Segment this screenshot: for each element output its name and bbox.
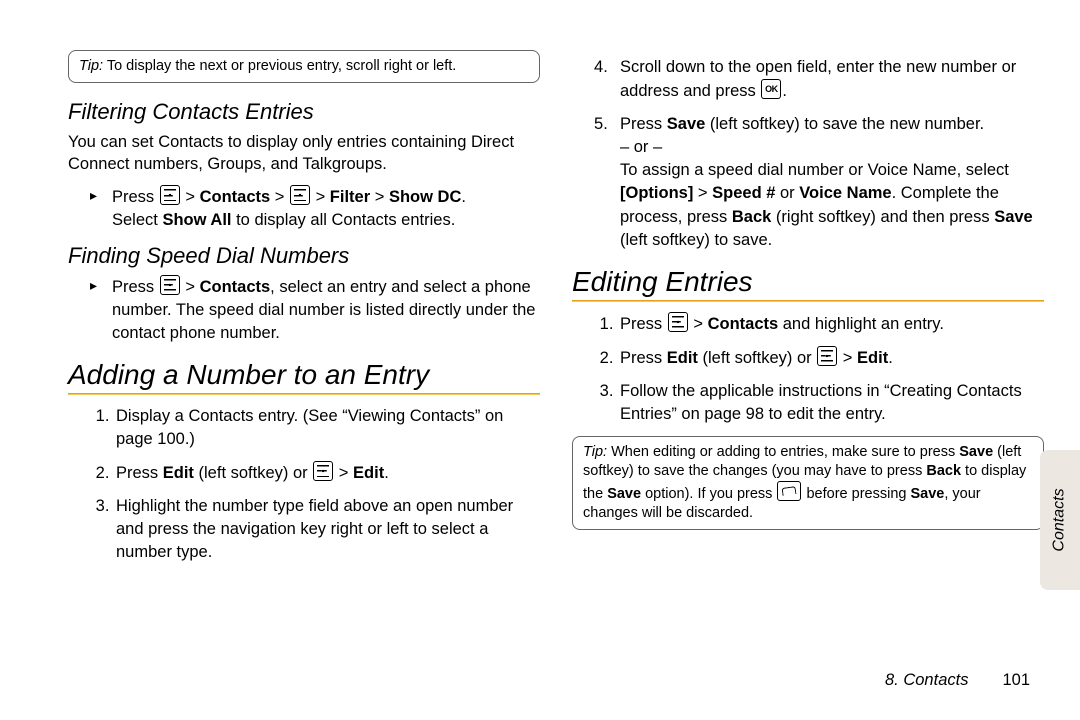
- heading-rule: [572, 300, 1044, 302]
- tip-box-bottom: Tip: When editing or adding to entries, …: [572, 436, 1044, 529]
- left-column: Tip: To display the next or previous ent…: [68, 50, 540, 574]
- steps-editing: Press > Contacts and highlight an entry.…: [572, 312, 1044, 426]
- step-3: Highlight the number type field above an…: [114, 495, 540, 564]
- heading-finding-speed: Finding Speed Dial Numbers: [68, 243, 540, 269]
- step-2: Press Edit (left softkey) or > Edit.: [114, 461, 540, 485]
- menu-key-icon: [313, 461, 333, 481]
- tip-label: Tip:: [583, 444, 607, 460]
- menu-key-icon: [160, 275, 180, 295]
- menu-key-icon: [160, 185, 180, 205]
- menu-key-icon: [668, 312, 688, 332]
- heading-rule: [68, 393, 540, 395]
- footer-page: 101: [1002, 671, 1030, 690]
- ok-key-icon: [761, 79, 781, 99]
- para-filtering: You can set Contacts to display only ent…: [68, 131, 540, 176]
- heading-adding-number: Adding a Number to an Entry: [68, 359, 540, 391]
- edit-step-1: Press > Contacts and highlight an entry.: [618, 312, 1044, 336]
- tip-text: To display the next or previous entry, s…: [107, 58, 457, 74]
- footer-section: 8. Contacts: [885, 671, 968, 690]
- menu-key-icon: [817, 346, 837, 366]
- steps-adding-cont: Scroll down to the open field, enter the…: [572, 56, 1044, 252]
- edit-step-2: Press Edit (left softkey) or > Edit.: [618, 346, 1044, 370]
- end-key-icon: [777, 481, 801, 501]
- bullet-speed: Press > Contacts, select an entry and se…: [112, 275, 540, 345]
- heading-editing: Editing Entries: [572, 266, 1044, 298]
- steps-adding: Display a Contacts entry. (See “Viewing …: [68, 405, 540, 565]
- tip-label: Tip:: [79, 58, 103, 74]
- edit-step-3: Follow the applicable instructions in “C…: [618, 380, 1044, 426]
- side-tab-contacts: Contacts: [1040, 450, 1080, 590]
- bullet-filtering: Press > Contacts > > Filter > Show DC. S…: [112, 185, 540, 232]
- heading-filtering: Filtering Contacts Entries: [68, 99, 540, 125]
- step-5: Press Save (left softkey) to save the ne…: [618, 113, 1044, 252]
- right-column: Scroll down to the open field, enter the…: [572, 50, 1044, 574]
- step-1: Display a Contacts entry. (See “Viewing …: [114, 405, 540, 451]
- menu-key-icon: [290, 185, 310, 205]
- page-footer: 8. Contacts 101: [68, 671, 1030, 690]
- tip-box-top: Tip: To display the next or previous ent…: [68, 50, 540, 83]
- step-4: Scroll down to the open field, enter the…: [618, 56, 1044, 103]
